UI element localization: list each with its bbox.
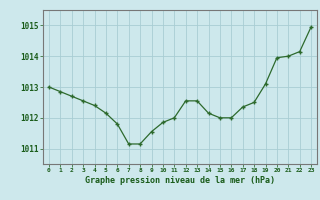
X-axis label: Graphe pression niveau de la mer (hPa): Graphe pression niveau de la mer (hPa) <box>85 176 275 185</box>
